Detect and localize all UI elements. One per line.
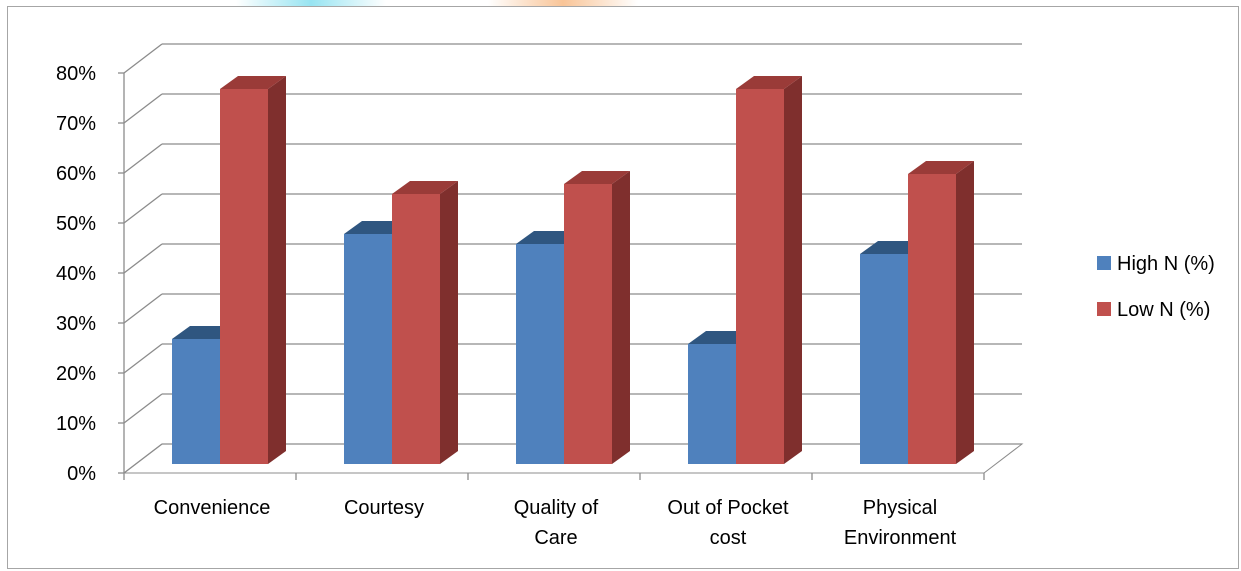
bar (220, 76, 286, 464)
bar (736, 76, 802, 464)
bar-top (908, 161, 974, 174)
bar-front (220, 89, 268, 464)
bar-front (860, 254, 908, 464)
x-category-label: Courtesy (344, 497, 424, 519)
x-category-label: Physical (863, 497, 937, 519)
gridline-side (123, 143, 163, 174)
gridline-side (123, 443, 163, 474)
gridline-side (123, 343, 163, 374)
decorative-strip-orange (488, 0, 638, 6)
bar-front (736, 89, 784, 464)
gridline-side (123, 193, 163, 224)
gridline-side (123, 43, 163, 74)
legend-item[interactable]: Low N (%) (1097, 299, 1210, 321)
y-tick-label: 0% (67, 463, 96, 485)
y-tick-label: 20% (56, 363, 96, 385)
bar-side (440, 181, 458, 464)
y-tick-label: 60% (56, 163, 96, 185)
bar-side (612, 171, 630, 464)
y-tick-label: 70% (56, 113, 96, 135)
legend-swatch (1097, 256, 1111, 270)
legend-item[interactable]: High N (%) (1097, 253, 1215, 275)
bar (908, 161, 974, 464)
bar-top (564, 171, 630, 184)
y-tick-label: 40% (56, 263, 96, 285)
decorative-strip-blue (236, 0, 386, 6)
bar-side (268, 76, 286, 464)
bar-front (564, 184, 612, 464)
legend-label: Low N (%) (1117, 299, 1210, 321)
y-tick-label: 10% (56, 413, 96, 435)
x-category-label: Care (534, 527, 577, 549)
bar-top (736, 76, 802, 89)
bar-side (784, 76, 802, 464)
bars (172, 76, 974, 464)
gridline-side (123, 93, 163, 124)
bar-front (344, 234, 392, 464)
bar-side (956, 161, 974, 464)
x-category-label: Environment (844, 527, 957, 549)
gridline-side (123, 243, 163, 274)
bar (564, 171, 630, 464)
y-tick-label: 80% (56, 63, 96, 85)
x-category-label: Convenience (154, 497, 271, 519)
legend[interactable]: High N (%) Low N (%) (1097, 253, 1215, 321)
legend-swatch (1097, 302, 1111, 316)
bar-top (220, 76, 286, 89)
x-category-label: cost (710, 527, 747, 549)
bar-front (688, 344, 736, 464)
y-axis-tick-labels: 0% 10% 20% 30% 40% 50% 60% 70% 80% (56, 63, 96, 485)
legend-label: High N (%) (1117, 253, 1215, 275)
bar-front (392, 194, 440, 464)
bar-front (908, 174, 956, 464)
x-category-label: Quality of (514, 497, 599, 519)
x-axis-category-labels: Convenience Courtesy Quality of Care Out of … (154, 497, 957, 549)
x-category-label: Out of Pocket (667, 497, 789, 519)
gridline-side (123, 293, 163, 324)
gridline-side (123, 393, 163, 424)
bar-front (172, 339, 220, 464)
bar (392, 181, 458, 464)
bar-front (516, 244, 564, 464)
y-tick-label: 50% (56, 213, 96, 235)
axes (118, 72, 985, 480)
y-tick-label: 30% (56, 313, 96, 335)
bar-top (392, 181, 458, 194)
